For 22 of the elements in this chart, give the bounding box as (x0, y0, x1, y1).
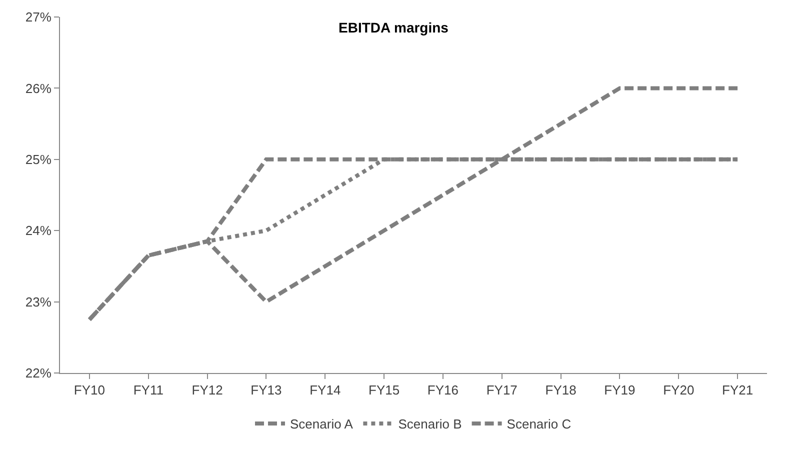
x-tick-label: FY15 (368, 382, 400, 398)
chart-title: EBITDA margins (338, 19, 449, 36)
x-tick-label: FY16 (427, 382, 458, 398)
y-tick-label: 27% (25, 10, 52, 25)
x-tick-label: FY17 (486, 382, 518, 398)
x-tick-label: FY11 (133, 382, 164, 398)
x-tick-label: FY10 (74, 382, 105, 398)
legend-label: Scenario C (506, 416, 572, 432)
x-tick-label: FY20 (663, 382, 694, 398)
y-tick-label: 23% (25, 294, 52, 310)
x-tick-label: FY13 (250, 382, 282, 398)
x-tick-label: FY21 (722, 382, 754, 398)
y-tick-label: 25% (25, 152, 52, 167)
y-tick-label: 26% (25, 80, 52, 96)
y-tick-label: 24% (25, 223, 52, 238)
x-tick-label: FY12 (192, 382, 223, 398)
legend-label: Scenario A (290, 416, 354, 432)
y-tick-label: 22% (25, 366, 52, 381)
legend-label: Scenario B (398, 416, 462, 432)
x-tick-label: FY19 (604, 382, 636, 398)
x-tick-label: FY18 (545, 382, 576, 398)
x-tick-label: FY14 (310, 382, 341, 398)
